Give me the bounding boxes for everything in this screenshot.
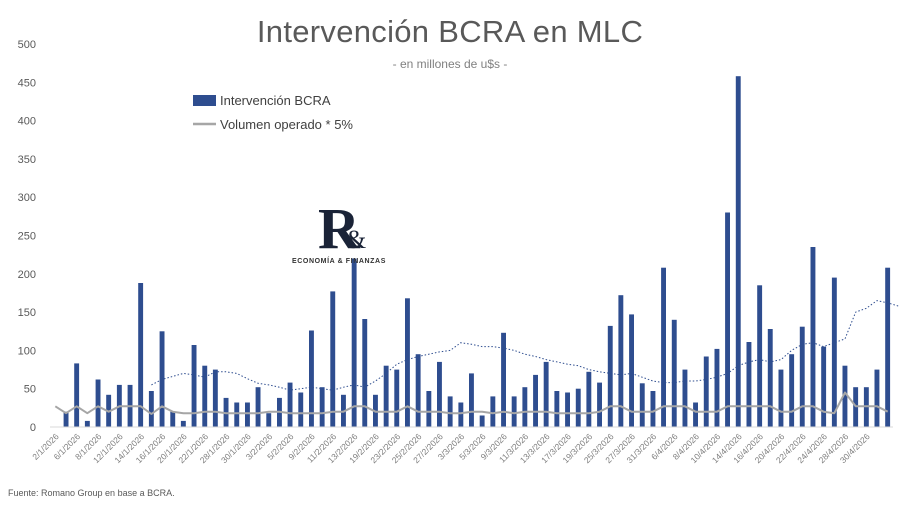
y-tick-label: 350 xyxy=(18,154,36,166)
bar xyxy=(191,345,197,427)
bar xyxy=(309,330,314,427)
bar xyxy=(501,332,506,427)
bar xyxy=(63,411,69,427)
bar xyxy=(586,371,592,427)
bar xyxy=(799,326,805,427)
bar xyxy=(255,387,261,427)
bar xyxy=(554,391,560,427)
legend-swatch-bar xyxy=(193,95,216,106)
bar xyxy=(778,369,784,427)
bar xyxy=(725,212,730,427)
chart-subtitle: - en millones de u$s - xyxy=(392,57,508,71)
trend-line-series xyxy=(151,300,900,391)
chart-source: Fuente: Romano Group en base a BCRA. xyxy=(8,488,175,498)
bar xyxy=(671,319,677,427)
bar xyxy=(533,374,538,427)
y-tick-label: 50 xyxy=(24,384,36,396)
y-tick-label: 450 xyxy=(18,77,36,89)
romano-logo: R & ECONOMÍA & FINANZAS xyxy=(292,196,386,265)
bar xyxy=(447,396,453,427)
bar xyxy=(330,291,336,427)
bar xyxy=(170,411,176,427)
bar xyxy=(138,283,144,427)
bar xyxy=(885,267,891,427)
bar xyxy=(266,413,272,427)
bar xyxy=(575,388,581,427)
chart-title: Intervención BCRA en MLC xyxy=(256,14,644,49)
bar xyxy=(84,420,90,427)
bar xyxy=(682,369,688,427)
trend-line xyxy=(151,300,900,391)
bar xyxy=(661,267,666,427)
y-tick-label: 150 xyxy=(18,307,36,319)
bar xyxy=(629,314,634,427)
bar xyxy=(148,391,154,427)
bar xyxy=(650,391,656,427)
volume-line-series xyxy=(54,391,889,415)
y-tick-label: 300 xyxy=(18,192,36,204)
bar xyxy=(479,415,485,427)
bar xyxy=(405,298,410,427)
bar xyxy=(426,391,432,427)
bar xyxy=(362,319,368,427)
y-tick-label: 0 xyxy=(30,422,36,434)
bar-series xyxy=(63,76,891,428)
bar xyxy=(757,285,763,427)
bar xyxy=(180,420,186,427)
logo-text: ECONOMÍA & FINANZAS xyxy=(292,256,386,265)
bar xyxy=(821,346,827,427)
logo-mark: R xyxy=(318,196,361,261)
bar xyxy=(234,402,240,427)
bar xyxy=(789,354,795,427)
bar xyxy=(287,382,293,427)
bar xyxy=(202,365,208,427)
bar xyxy=(383,365,389,427)
bar xyxy=(298,392,304,427)
bar xyxy=(490,396,496,427)
bar xyxy=(597,382,602,427)
logo-ampersand: & xyxy=(346,225,366,254)
y-tick-label: 200 xyxy=(18,269,36,281)
bar xyxy=(159,331,165,428)
bar xyxy=(703,356,709,427)
volume-line xyxy=(54,391,889,415)
y-tick-label: 250 xyxy=(18,231,36,243)
legend: Intervención BCRA Volumen operado * 5% xyxy=(193,93,353,132)
bar xyxy=(469,373,474,427)
legend-label-bar: Intervención BCRA xyxy=(220,93,331,108)
bar xyxy=(95,379,101,427)
bar xyxy=(693,402,698,427)
bar xyxy=(458,402,464,427)
bar xyxy=(618,295,624,427)
y-axis: 0 50 100 150 200 250 300 350 400 450 500 xyxy=(18,39,36,434)
bar xyxy=(874,369,880,427)
y-tick-label: 100 xyxy=(18,345,36,357)
bar xyxy=(351,258,357,427)
bar xyxy=(639,383,645,427)
bar xyxy=(543,361,549,427)
bar xyxy=(212,369,218,427)
bar xyxy=(607,325,613,427)
bar xyxy=(842,365,848,427)
bar xyxy=(511,396,517,427)
bar xyxy=(746,342,752,427)
y-tick-label: 400 xyxy=(18,116,36,128)
bar xyxy=(735,76,741,427)
bar xyxy=(522,387,528,427)
bar xyxy=(565,392,570,427)
bar xyxy=(810,247,816,427)
bar xyxy=(415,354,421,427)
bar xyxy=(394,369,400,427)
bar xyxy=(831,277,837,427)
bar xyxy=(245,402,250,427)
bar xyxy=(767,329,773,427)
bar xyxy=(319,387,325,427)
bar xyxy=(74,363,80,427)
bar xyxy=(714,348,720,427)
legend-label-line: Volumen operado * 5% xyxy=(220,117,353,132)
x-axis: 2/1/20266/1/20268/1/202612/1/202614/1/20… xyxy=(30,431,872,465)
y-tick-label: 500 xyxy=(18,39,36,51)
bar xyxy=(437,361,442,427)
